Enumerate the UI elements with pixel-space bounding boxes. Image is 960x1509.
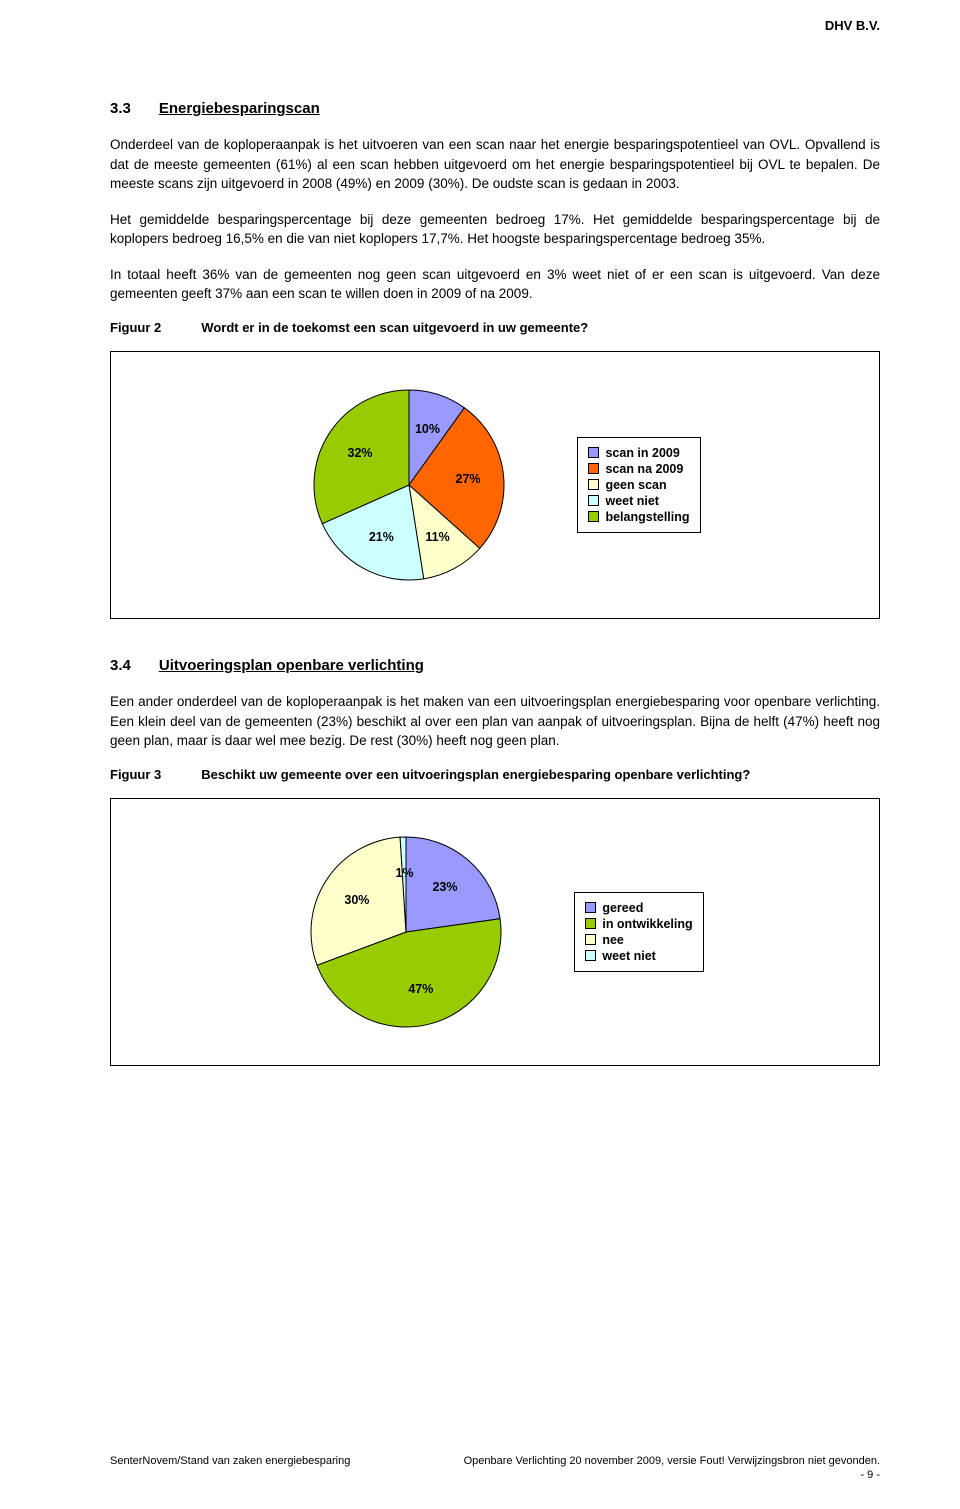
legend-label: weet niet <box>605 494 659 508</box>
legend-label: in ontwikkeling <box>602 917 692 931</box>
figure-3-legend: gereed in ontwikkeling nee weet niet <box>574 892 703 972</box>
slice-percent-label: 47% <box>408 982 433 996</box>
section-number: 3.3 <box>110 100 131 117</box>
legend-swatch <box>585 918 596 929</box>
legend-label: belangstelling <box>605 510 689 524</box>
para-3-3-1: Onderdeel van de koploperaanpak is het u… <box>110 135 880 194</box>
legend-row: scan in 2009 <box>588 446 689 460</box>
legend-label: gereed <box>602 901 643 915</box>
legend-label: scan na 2009 <box>605 462 683 476</box>
legend-swatch <box>588 463 599 474</box>
slice-percent-label: 32% <box>348 446 373 460</box>
section-3-3-heading: 3.3 Energiebesparingscan <box>110 100 880 117</box>
slice-percent-label: 10% <box>415 422 440 436</box>
slice-percent-label: 11% <box>425 530 449 544</box>
legend-label: scan in 2009 <box>605 446 679 460</box>
section-3-4-heading: 3.4 Uitvoeringsplan openbare verlichting <box>110 657 880 674</box>
legend-swatch <box>588 479 599 490</box>
para-3-4-1: Een ander onderdeel van de koploperaanpa… <box>110 692 880 751</box>
figure-2-pie: 10% 27% 11% 21% 32% <box>289 380 529 590</box>
page-number: - 9 - <box>110 1469 880 1481</box>
figure-label: Figuur 2 <box>110 320 161 335</box>
figure-3-pie: 23% 47% 30% 1% <box>286 827 526 1037</box>
section-title: Energiebesparingscan <box>159 100 320 117</box>
figure-2-frame: 10% 27% 11% 21% 32% scan in 2009 scan na 2009… <box>110 351 880 619</box>
legend-row: nee <box>585 933 692 947</box>
legend-label: geen scan <box>605 478 666 492</box>
legend-row: in ontwikkeling <box>585 917 692 931</box>
footer-left: SenterNovem/Stand van zaken energiebespa… <box>110 1455 350 1467</box>
legend-swatch <box>585 934 596 945</box>
slice-percent-label: 27% <box>456 472 481 486</box>
figure-2-legend: scan in 2009 scan na 2009 geen scan weet ni… <box>577 437 700 533</box>
page-footer: SenterNovem/Stand van zaken energiebespa… <box>110 1455 880 1481</box>
legend-label: nee <box>602 933 624 947</box>
legend-swatch <box>588 495 599 506</box>
figure-label: Figuur 3 <box>110 767 161 782</box>
slice-percent-label: 30% <box>344 893 369 907</box>
legend-swatch <box>585 950 596 961</box>
legend-row: weet niet <box>585 949 692 963</box>
company-header: DHV B.V. <box>825 18 880 33</box>
slice-percent-label: 23% <box>432 880 457 894</box>
figure-3-caption: Figuur 3 Beschikt uw gemeente over een u… <box>110 767 880 782</box>
footer-right: Openbare Verlichting 20 november 2009, v… <box>464 1455 880 1467</box>
legend-row: weet niet <box>588 494 689 508</box>
legend-row: scan na 2009 <box>588 462 689 476</box>
section-number: 3.4 <box>110 657 131 674</box>
para-3-3-2: Het gemiddelde besparingspercentage bij … <box>110 210 880 249</box>
figure-3-frame: 23% 47% 30% 1% gereed in ontwikkeling nee weet… <box>110 798 880 1066</box>
figure-caption: Wordt er in de toekomst een scan uitgevo… <box>201 320 588 335</box>
section-title: Uitvoeringsplan openbare verlichting <box>159 657 424 674</box>
slice-percent-label: 1% <box>395 866 413 880</box>
slice-percent-label: 21% <box>369 530 394 544</box>
legend-swatch <box>588 511 599 522</box>
legend-swatch <box>585 902 596 913</box>
figure-2-caption: Figuur 2 Wordt er in de toekomst een sca… <box>110 320 880 335</box>
legend-row: geen scan <box>588 478 689 492</box>
para-3-3-3: In totaal heeft 36% van de gemeenten nog… <box>110 265 880 304</box>
legend-row: belangstelling <box>588 510 689 524</box>
legend-swatch <box>588 447 599 458</box>
legend-row: gereed <box>585 901 692 915</box>
legend-label: weet niet <box>602 949 656 963</box>
figure-caption: Beschikt uw gemeente over een uitvoering… <box>201 767 750 782</box>
